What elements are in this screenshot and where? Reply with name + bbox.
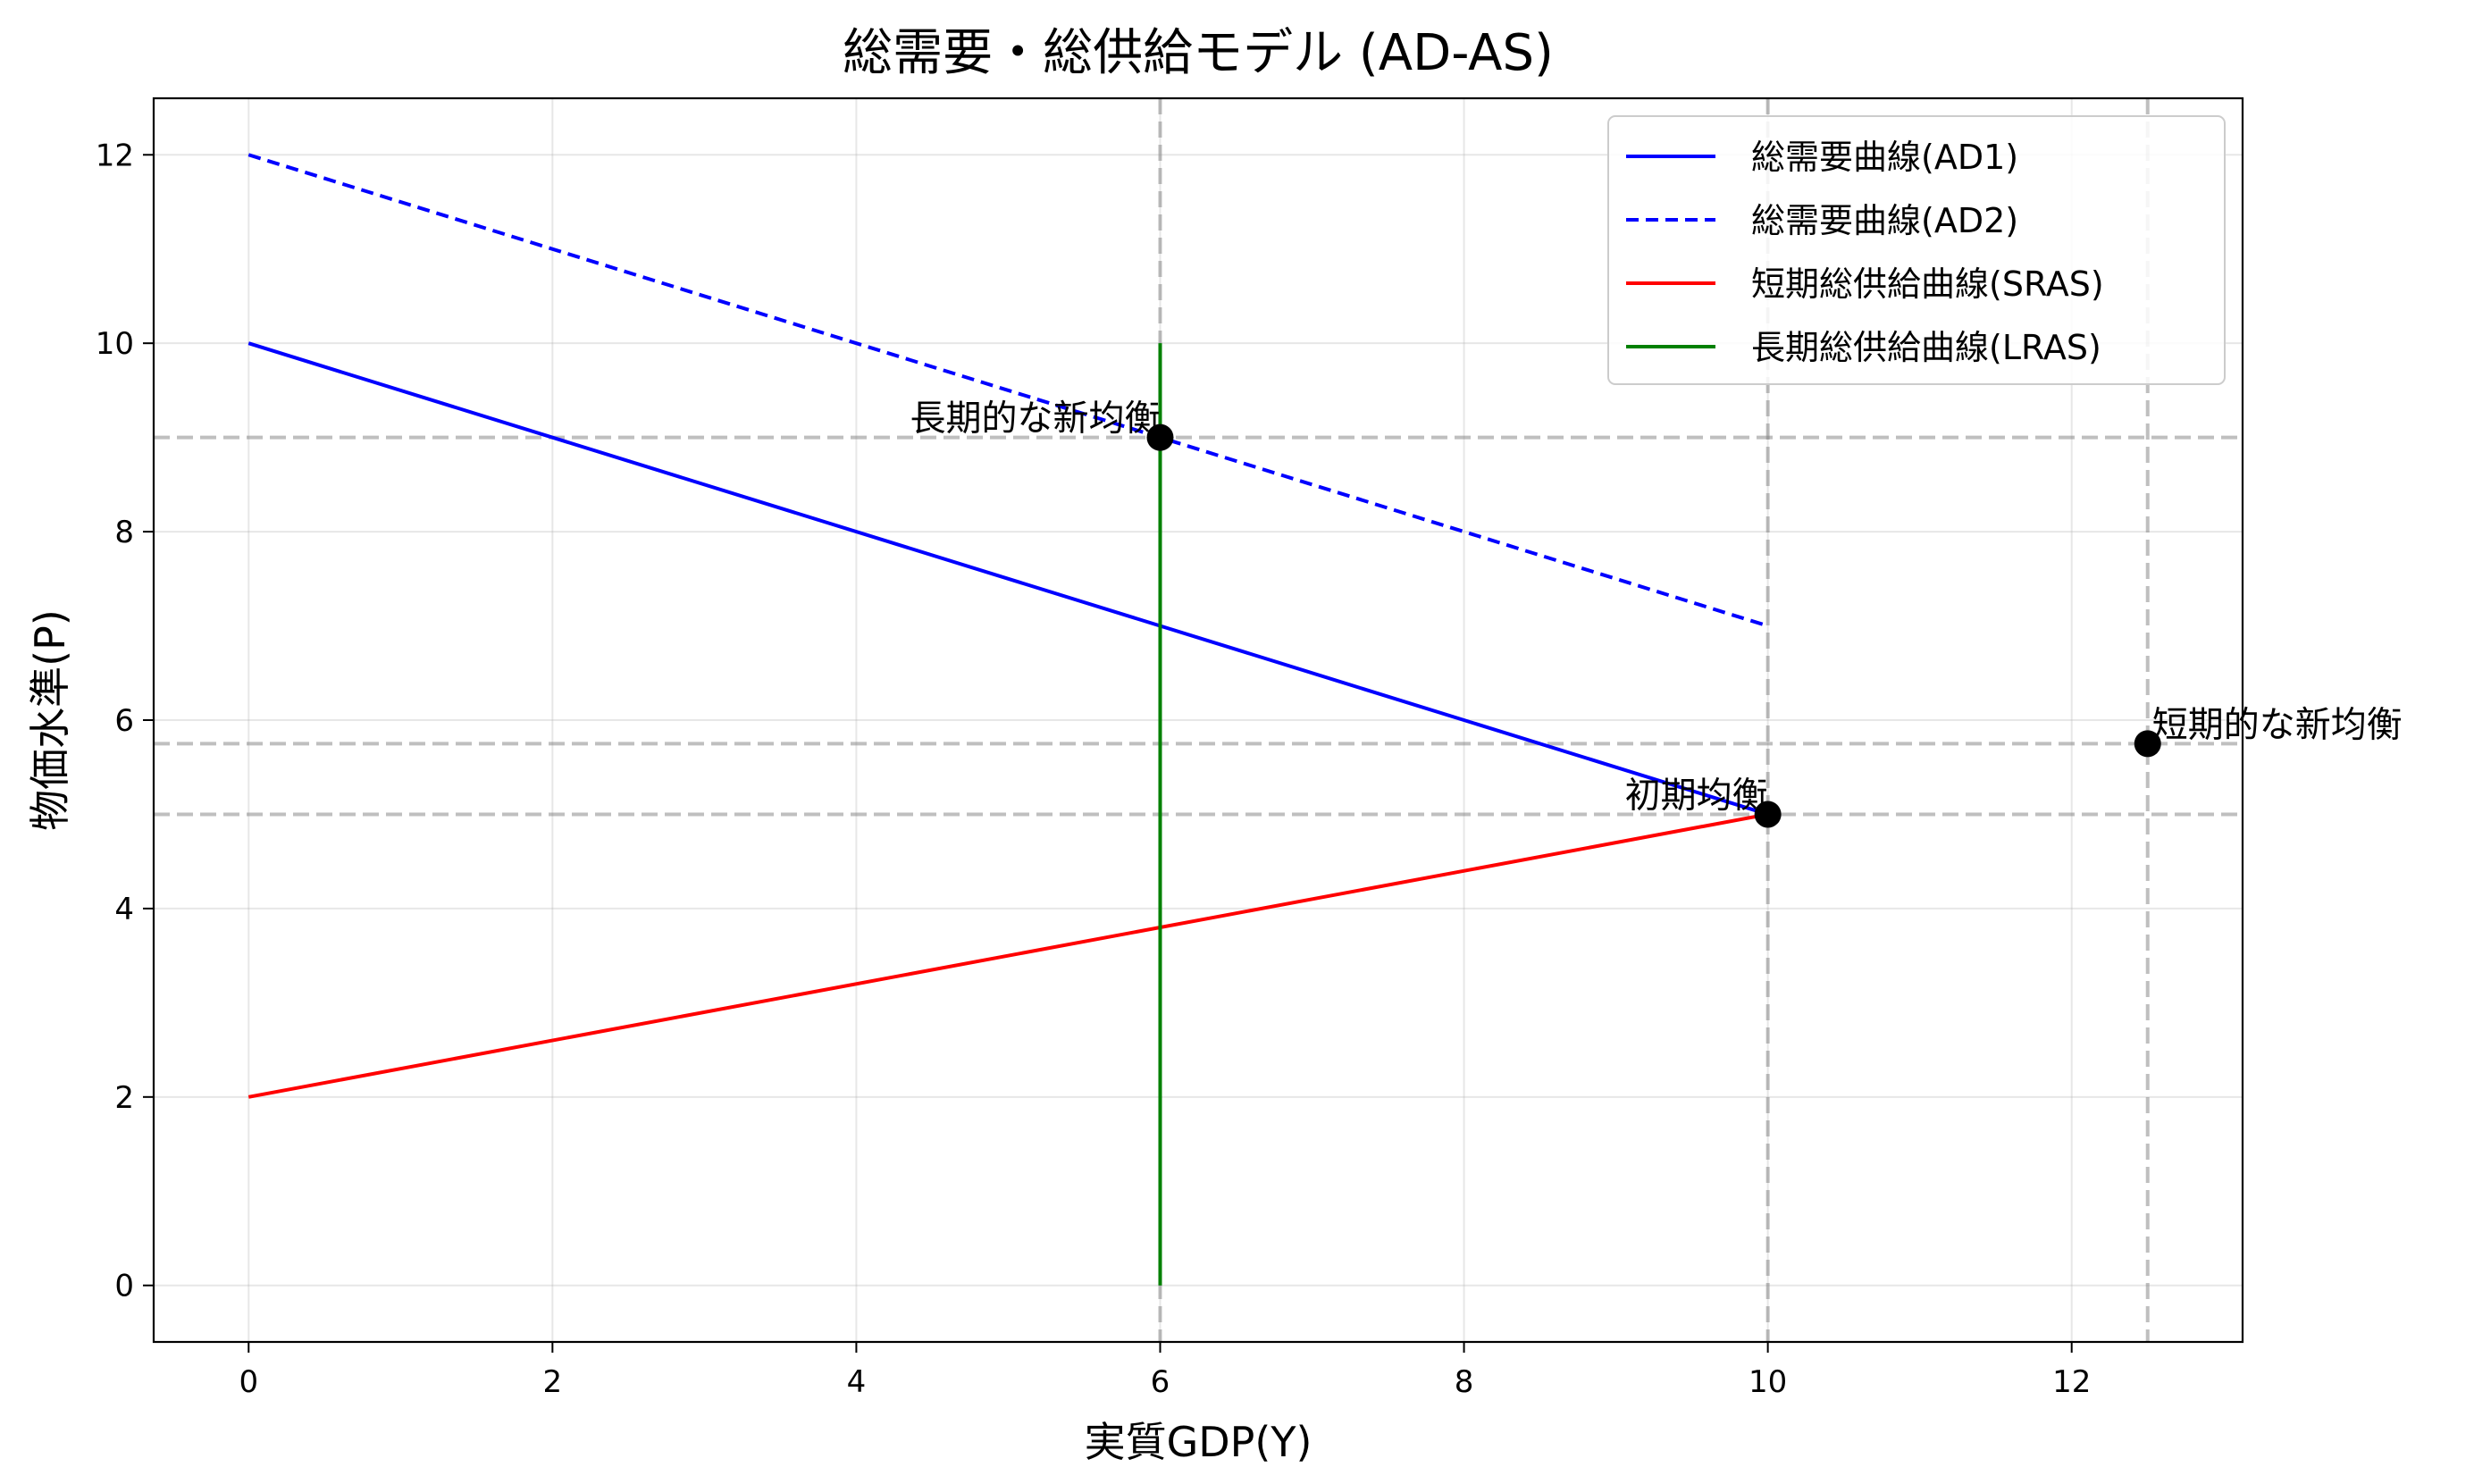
x-tick-label: 12 bbox=[2052, 1364, 2091, 1400]
x-tick-label: 8 bbox=[1455, 1364, 1474, 1400]
y-tick-label: 4 bbox=[114, 892, 134, 927]
x-tick-label: 0 bbox=[239, 1364, 258, 1400]
legend: 総需要曲線(AD1) 総需要曲線(AD2) 短期総供給曲線(SRAS) 長期総供給曲線… bbox=[1607, 115, 2226, 385]
equilibrium-label: 長期的な新均衡 bbox=[910, 398, 1160, 440]
y-tick-label: 2 bbox=[114, 1080, 134, 1116]
grid bbox=[154, 98, 2243, 1342]
series-line-3 bbox=[247, 812, 1769, 1099]
x-tick-label: 4 bbox=[847, 1364, 867, 1400]
y-tick-label: 6 bbox=[114, 703, 134, 739]
y-tick-label: 12 bbox=[96, 138, 134, 173]
series-line-1 bbox=[247, 341, 1769, 817]
x-tick-label: 10 bbox=[1749, 1364, 1787, 1400]
y-axis-ticks: 0 2 4 6 8 10 12 bbox=[96, 138, 154, 1304]
equilibrium-label: 短期的な新均衡 bbox=[2152, 704, 2403, 745]
equilibrium-point-marker bbox=[1754, 801, 1782, 828]
x-tick-label: 2 bbox=[543, 1364, 563, 1400]
y-axis-label: 物価水準(P) bbox=[26, 609, 74, 831]
legend-label: 総需要曲線(AD2) bbox=[1751, 201, 2018, 240]
series-line-2 bbox=[247, 153, 1769, 628]
equilibrium-point-marker bbox=[2134, 730, 2161, 758]
equilibrium-points: 初期均衡 短期的な新均衡 長期的な新均衡 bbox=[910, 398, 2403, 828]
equilibrium-point-marker bbox=[1146, 423, 1174, 451]
y-tick-label: 0 bbox=[114, 1269, 134, 1304]
series bbox=[247, 153, 1769, 1286]
y-tick-label: 8 bbox=[114, 515, 134, 550]
legend-label: 総需要曲線(AD1) bbox=[1751, 138, 2018, 177]
x-axis-label: 実質GDP(Y) bbox=[1085, 1418, 1312, 1466]
x-tick-label: 6 bbox=[1151, 1364, 1170, 1400]
legend-box bbox=[1607, 115, 2226, 385]
legend-label: 短期総供給曲線(SRAS) bbox=[1751, 264, 2104, 304]
y-tick-label: 10 bbox=[96, 326, 134, 362]
equilibrium-label: 初期均衡 bbox=[1625, 775, 1768, 816]
x-axis-ticks: 0 2 4 6 8 10 12 bbox=[239, 1342, 2091, 1400]
chart-title: 総需要・総供給モデル (AD-AS) bbox=[843, 24, 1554, 82]
legend-label: 長期総供給曲線(LRAS) bbox=[1751, 328, 2101, 367]
